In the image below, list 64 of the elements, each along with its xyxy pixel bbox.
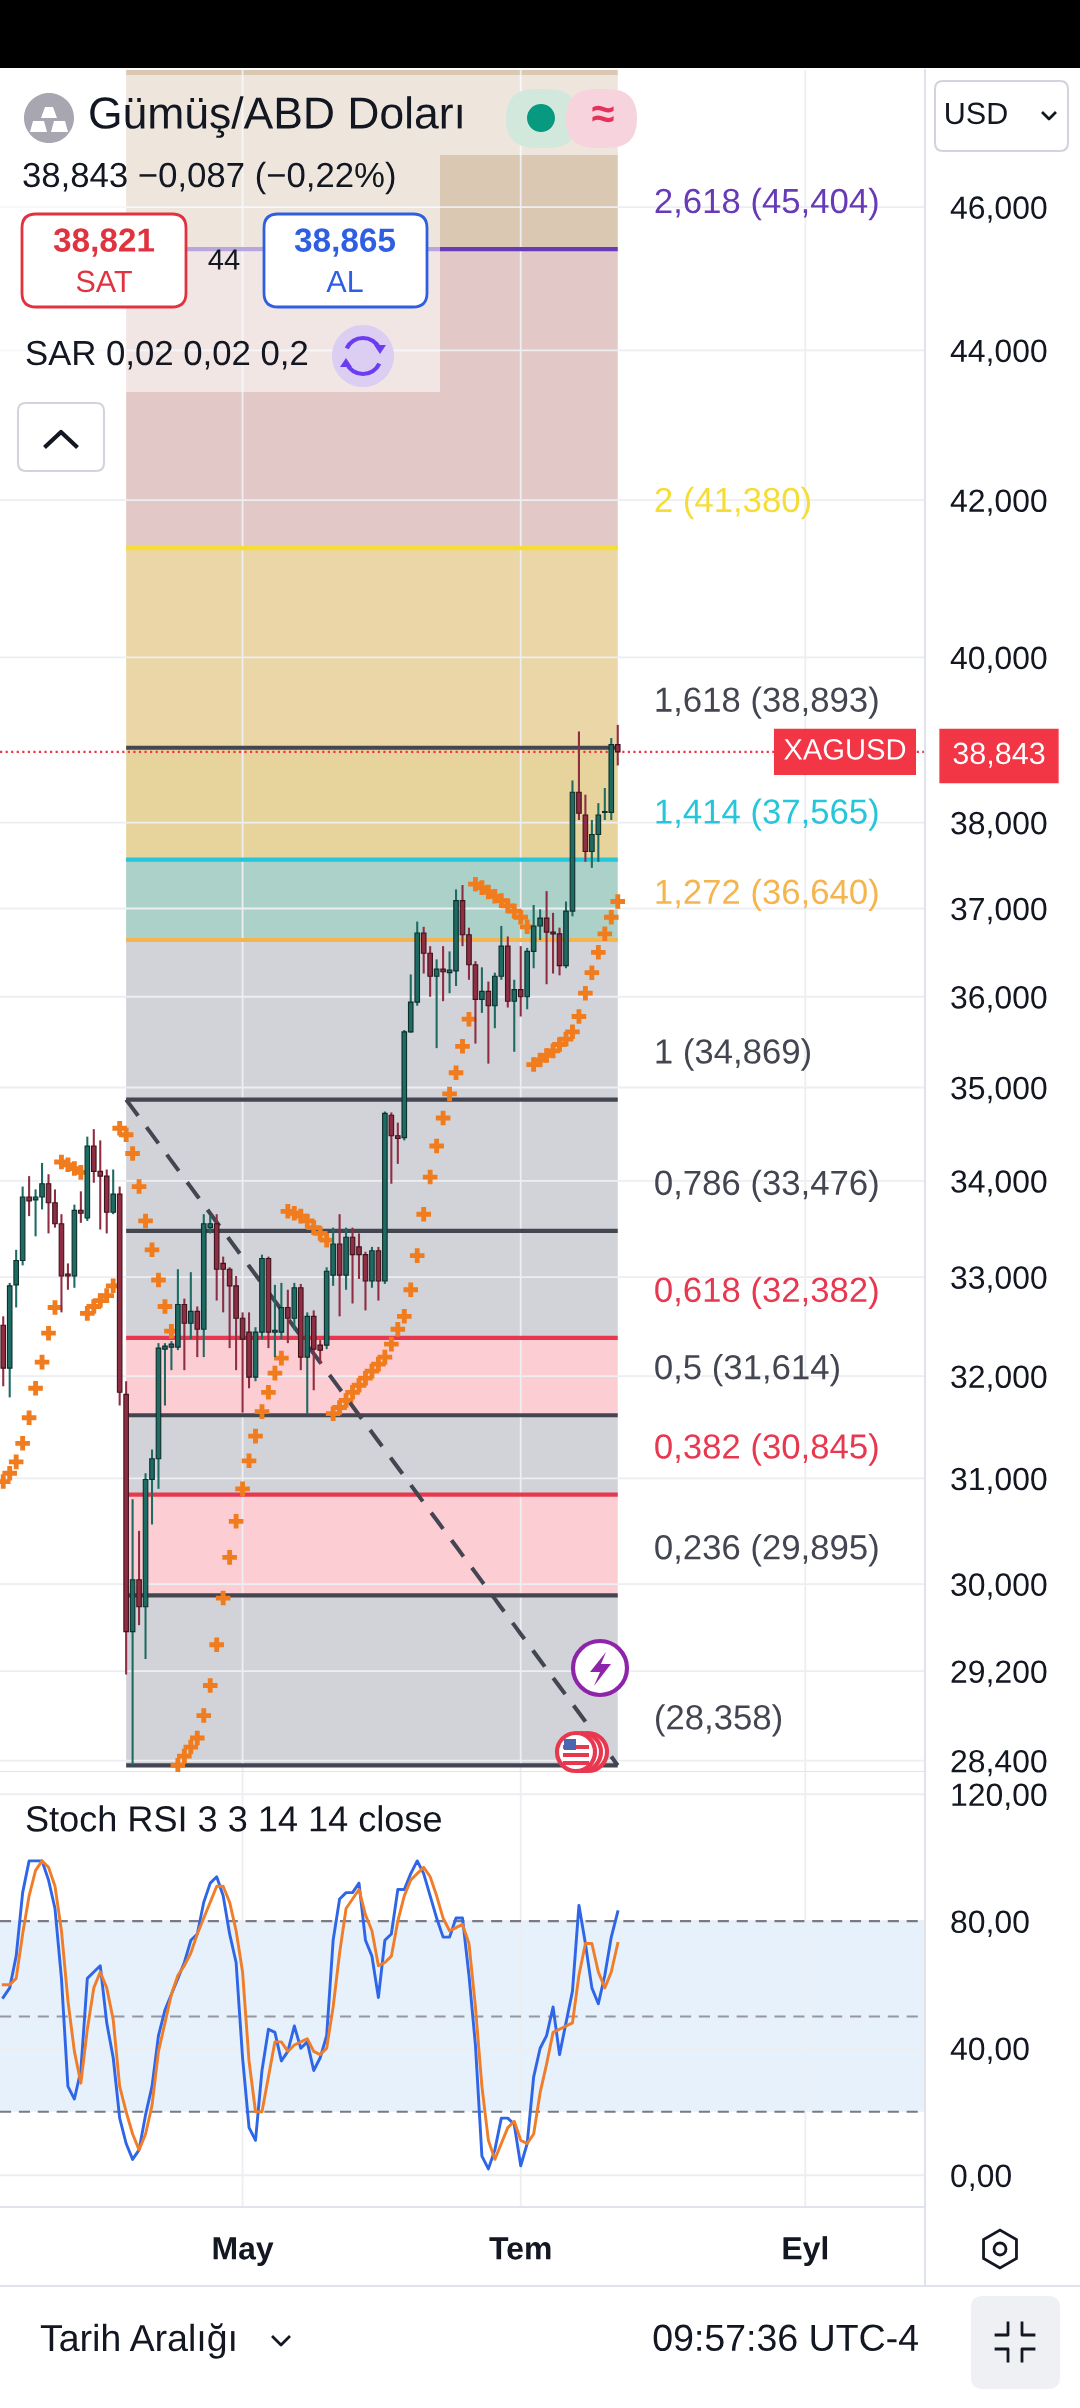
y-tick-label: 80,00: [951, 1910, 1029, 1937]
y-tick-label: 31,000: [951, 1467, 1047, 1495]
annotation: AL: [326, 270, 363, 292]
x-tick-label: Tem: [489, 2237, 551, 2260]
y-tick-label: 36,000: [951, 986, 1047, 1013]
candlestick: [78, 1190, 84, 1224]
candlestick: [614, 723, 621, 767]
y-tick-label: 29,200: [951, 1660, 1047, 1687]
ref-line-label: 0,236 (29,895): [655, 1534, 878, 1567]
candlestick: [440, 945, 446, 1003]
candlestick: [26, 1175, 32, 1218]
ref-line-label: 1,272 (36,640): [656, 878, 878, 912]
x-tick-label: Eyl: [783, 2236, 828, 2266]
text: 38,843 −0,087 (−0,22%): [23, 161, 395, 195]
ref-line-label: 2,618 (45,404): [655, 187, 878, 221]
x-tick-label: May: [213, 2237, 274, 2266]
y-tick-label: 42,000: [950, 489, 1047, 516]
annotation: 38,865: [294, 228, 396, 257]
y-tick-label: 46,000: [950, 196, 1047, 223]
ref-line-label: XAGUSD: [784, 739, 906, 760]
annotation: 44: [208, 249, 240, 270]
annotation: ≈: [592, 105, 614, 123]
y-tick-label: 40,000: [950, 646, 1047, 673]
text: Gümüş/ABD Doları: [90, 96, 462, 138]
y-tick-label: 40,00: [950, 2037, 1029, 2064]
ref-line-label: 2 (41,380): [655, 486, 810, 520]
candlestick: [511, 978, 518, 1053]
text: Tarih Aralığı: [40, 2323, 235, 2359]
y-tick-label: 37,000: [951, 897, 1047, 925]
ref-line-label: 1,618 (38,893): [656, 686, 878, 719]
text: USD: [946, 102, 1007, 125]
candlestick: [181, 1297, 188, 1372]
candlestick: [433, 958, 440, 1050]
candlestick: [517, 945, 524, 1018]
text: Stoch RSI 3 3 14 14 close: [26, 1805, 441, 1832]
ref-line-label: 0,382 (30,845): [655, 1433, 878, 1466]
y-tick-label: 32,000: [951, 1365, 1047, 1392]
ref-line-label: 1,414 (37,565): [656, 798, 878, 831]
ref-line-label: 0,618 (32,382): [655, 1276, 878, 1310]
y-tick-label: 28,400: [951, 1749, 1047, 1777]
y-tick-label: 34,000: [951, 1170, 1047, 1197]
candlestick: [576, 730, 582, 822]
candlestick: [479, 966, 485, 1014]
candlestick: [188, 1271, 194, 1341]
candlestick: [194, 1305, 201, 1359]
y-tick-label: 120,00: [952, 1783, 1047, 1810]
annotation: 38,821: [53, 228, 155, 257]
y-tick-label: 35,000: [951, 1076, 1047, 1104]
y-tick-label: 30,000: [951, 1573, 1047, 1600]
y-tick-label: 44,000: [950, 339, 1047, 366]
ref-line-label: (28,358): [656, 1704, 782, 1737]
y-tick-label: 33,000: [951, 1266, 1047, 1293]
ref-line-label: 0,5 (31,614): [655, 1353, 839, 1387]
annotation: SAT: [76, 270, 132, 293]
y-tick-label: 38,000: [951, 811, 1047, 839]
y-tick-label: 0,00: [951, 2164, 1011, 2191]
candlestick: [285, 1288, 291, 1345]
candlestick: [110, 1168, 117, 1216]
candlestick: [485, 980, 492, 1065]
annotation: SAR 0,02 0,02 0,2: [26, 340, 308, 370]
text: 09:57:36 UTC-4: [653, 2324, 918, 2352]
ref-line-label: 1 (34,869): [656, 1038, 810, 1071]
ref-line-label: 0,786 (33,476): [655, 1169, 878, 1202]
text: 38,843: [953, 742, 1045, 768]
